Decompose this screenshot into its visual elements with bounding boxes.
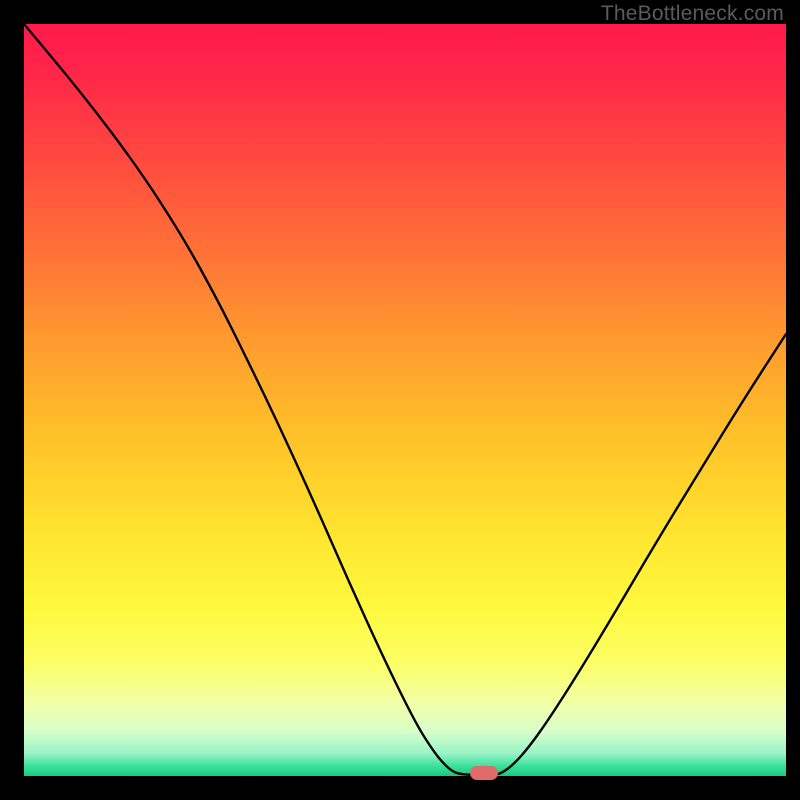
curve-path — [24, 24, 786, 775]
attribution-text: TheBottleneck.com — [601, 2, 784, 26]
optimal-marker — [470, 766, 498, 780]
bottleneck-curve — [24, 24, 786, 776]
chart-canvas: TheBottleneck.com — [0, 0, 800, 800]
plot-area — [24, 24, 786, 776]
